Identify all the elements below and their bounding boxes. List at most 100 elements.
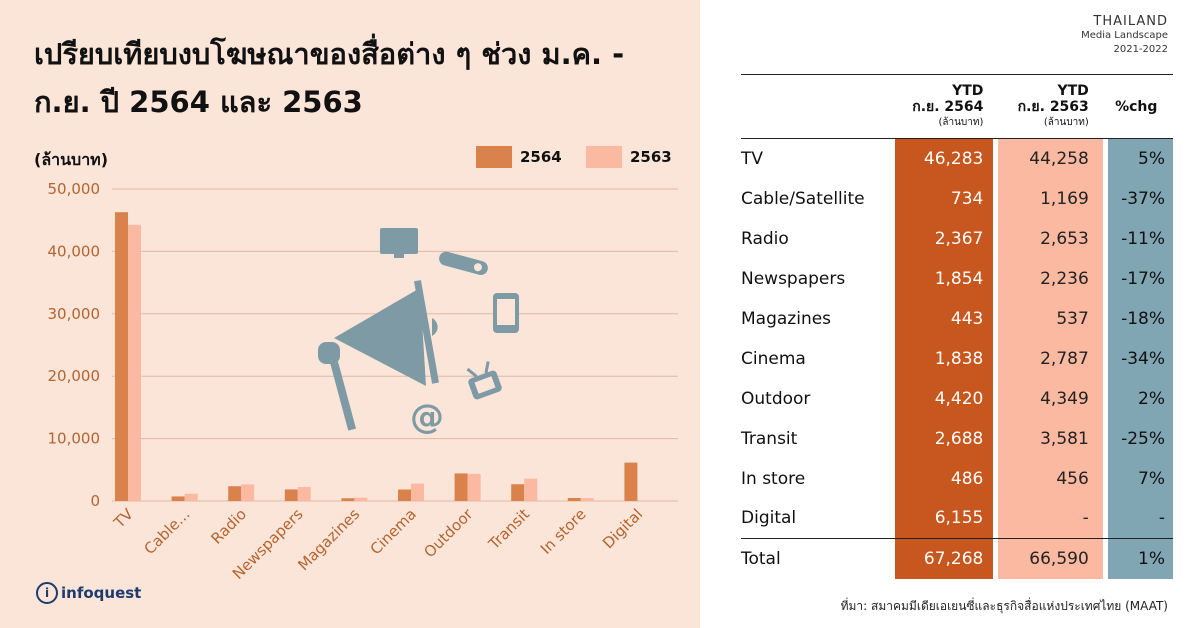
y-tick-label: 50,000 — [48, 180, 101, 198]
table-row: Cable/Satellite 734 1,169 -37% — [741, 178, 1173, 219]
column-gap — [1102, 138, 1108, 179]
pct-change-cell: -34% — [1107, 338, 1173, 379]
value-2564-cell: 1,854 — [894, 258, 994, 299]
value-2564-cell: 4,420 — [894, 378, 994, 419]
bar-2564-6 — [454, 473, 468, 501]
source-note: ที่มา: สมาคมมีเดียเอเยนซี่และธุรกิจสื่อแ… — [840, 599, 1168, 613]
header-media — [741, 74, 895, 139]
column-gap — [993, 538, 999, 579]
column-gap — [993, 458, 999, 499]
x-category-label: Magazines — [294, 505, 363, 574]
bar-2564-0 — [115, 212, 128, 501]
bar-2564-7 — [511, 484, 525, 501]
legend-item-2564: 2564 — [476, 146, 562, 168]
value-2563-cell: 2,236 — [998, 258, 1103, 299]
megaphone-icon — [318, 280, 439, 431]
table-row: Outdoor 4,420 4,349 2% — [741, 378, 1173, 419]
smartphone-icon — [493, 293, 519, 333]
table-row: TV 46,283 44,258 5% — [741, 138, 1173, 179]
media-name-cell: Total — [741, 538, 895, 579]
column-gap — [993, 498, 999, 539]
media-name-cell: Radio — [741, 228, 789, 249]
logo-text: infoquest — [61, 584, 142, 602]
value-2563-cell: 44,258 — [998, 138, 1103, 179]
column-gap — [993, 418, 999, 459]
y-tick-label: 30,000 — [48, 305, 101, 323]
column-gap — [993, 338, 999, 379]
x-category-label: Transit — [484, 505, 533, 554]
value-2564-cell: 443 — [894, 298, 994, 339]
chart-panel: เปรียบเทียบงบโฆษณาของสื่อต่าง ๆ ช่วง ม.ค… — [0, 0, 700, 628]
column-gap — [1102, 458, 1108, 499]
pct-change-cell: -17% — [1107, 258, 1173, 299]
column-gap — [993, 178, 999, 219]
x-category-label: Digital — [599, 505, 646, 552]
column-gap — [993, 138, 999, 179]
bar-2564-4 — [341, 498, 355, 501]
value-2564-cell: 2,367 — [894, 218, 994, 259]
table-row: Digital 6,155- - — [741, 498, 1173, 539]
table-row: Radio 2,367 2,653 -11% — [741, 218, 1173, 259]
brand-block: THAILAND Media Landscape 2021-2022 — [1081, 14, 1168, 57]
column-gap — [993, 218, 999, 259]
column-gap — [1102, 418, 1108, 459]
bar-2563-0 — [128, 224, 141, 501]
column-gap — [1102, 538, 1108, 579]
table-row: Newspapers 1,854 2,236 -17% — [741, 258, 1173, 299]
y-tick-label: 0 — [90, 492, 100, 510]
x-category-label: TV — [110, 505, 138, 533]
bar-2564-2 — [228, 486, 242, 501]
radio-icon — [439, 251, 488, 275]
y-tick-label: 10,000 — [48, 430, 101, 448]
unit-label: (ล้านบาท) — [34, 150, 109, 169]
pct-change-cell: 5% — [1107, 138, 1173, 179]
pct-change-cell: 1% — [1107, 538, 1173, 579]
table-header-row: YTD ก.ย. 2564 (ล้านบาท) YTD ก.ย. 2563 (ล… — [741, 74, 1173, 139]
legend-label-2563: 2563 — [630, 148, 672, 166]
column-gap — [1102, 298, 1108, 339]
tv-icon — [466, 361, 502, 400]
media-icons-illustration: @ — [318, 228, 519, 437]
header-2563-line1: YTD — [1057, 82, 1089, 99]
x-category-label: Cinema — [367, 505, 420, 558]
legend-label-2564: 2564 — [520, 148, 562, 166]
column-gap — [1102, 178, 1108, 219]
x-category-label: Outdoor — [420, 505, 477, 562]
bar-2564-1 — [171, 496, 185, 501]
table-row: Magazines 443 537 -18% — [741, 298, 1173, 339]
infoquest-logo: i infoquest — [36, 582, 141, 604]
header-2564: YTD ก.ย. 2564 (ล้านบาท) — [894, 74, 994, 139]
value-2564-cell: 6,155 — [894, 498, 994, 539]
table-row: Transit 2,688 3,581 -25% — [741, 418, 1173, 459]
value-2563-cell: 1,169 — [998, 178, 1103, 219]
media-name-cell: Cable/Satellite — [741, 188, 865, 209]
bar-2563-1 — [184, 493, 198, 501]
pct-change-cell: -37% — [1107, 178, 1173, 219]
pct-change-cell: - — [1107, 498, 1173, 539]
legend-swatch-2564 — [476, 146, 512, 168]
media-name-cell: Digital — [741, 508, 797, 529]
media-name-cell: Cinema — [741, 348, 806, 369]
value-2563-cell: 3,581 — [998, 418, 1103, 459]
bar-2563-3 — [297, 487, 311, 501]
legend-swatch-2563 — [586, 146, 622, 168]
column-gap — [993, 378, 999, 419]
column-gap — [1102, 378, 1108, 419]
column-gap — [993, 298, 999, 339]
column-gap — [1102, 258, 1108, 299]
header-2563: YTD ก.ย. 2563 (ล้านบาท) — [998, 74, 1103, 139]
chart-title: เปรียบเทียบงบโฆษณาของสื่อต่าง ๆ ช่วง ม.ค… — [34, 37, 625, 119]
value-2563-cell: 2,787 — [998, 338, 1103, 379]
header-2564-line2: ก.ย. 2564 — [912, 98, 984, 115]
media-name-cell: Magazines — [741, 308, 832, 329]
media-name-cell: TV — [741, 148, 764, 169]
brand-line-3: 2021-2022 — [1113, 44, 1168, 55]
bar-2564-9 — [624, 462, 638, 501]
pct-change-cell: -18% — [1107, 298, 1173, 339]
legend-item-2563: 2563 — [586, 146, 672, 168]
y-tick-label: 40,000 — [48, 242, 101, 260]
value-2564-cell: 2,688 — [894, 418, 994, 459]
value-2564-cell: 1,838 — [894, 338, 994, 379]
x-category-label: In store — [537, 505, 590, 558]
value-2564-cell: 486 — [894, 458, 994, 499]
